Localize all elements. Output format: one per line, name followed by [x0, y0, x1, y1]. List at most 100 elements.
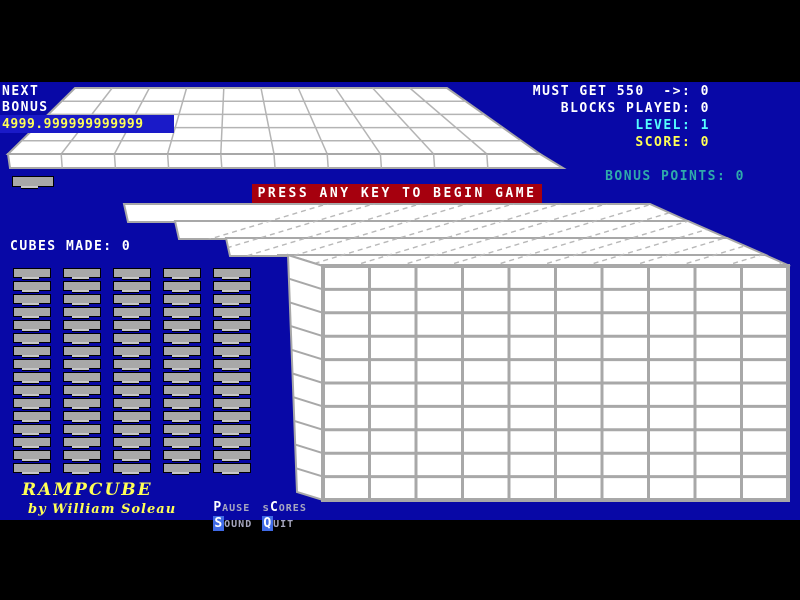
stack-block — [113, 463, 153, 476]
stack-block-tab — [122, 329, 139, 332]
stack-block — [213, 307, 253, 320]
stack-block-tab — [222, 290, 239, 293]
stack-block — [13, 333, 53, 346]
stack-block-tab — [122, 420, 139, 423]
menu-item-quit[interactable]: QUIT — [227, 501, 294, 546]
stack-block — [113, 320, 153, 333]
stack-block — [113, 450, 153, 463]
stack-block — [163, 346, 203, 359]
stack-block — [163, 294, 203, 307]
stack-block-tab — [172, 433, 189, 436]
menu-item-scores[interactable]: sCORES — [227, 485, 307, 530]
stack-block — [113, 268, 153, 281]
stack-block-tab — [172, 290, 189, 293]
bonus-label: BONUS — [2, 100, 49, 115]
stack-block-tab — [172, 420, 189, 423]
stack-block — [213, 372, 253, 385]
stack-block — [63, 281, 103, 294]
stack-block — [13, 268, 53, 281]
stack-block-tab — [222, 342, 239, 345]
stack-block — [113, 424, 153, 437]
stack-block — [113, 372, 153, 385]
stack-block-tab — [222, 368, 239, 371]
game-author: by William Soleau — [28, 502, 177, 517]
bonus-value: 4999.999999999999 — [2, 117, 144, 132]
stack-block-tab — [22, 329, 39, 332]
stack-block-tab — [22, 342, 39, 345]
stack-block — [113, 359, 153, 372]
stack-block — [163, 333, 203, 346]
stack-block-tab — [72, 394, 89, 397]
stack-block — [163, 372, 203, 385]
stack-block — [213, 450, 253, 463]
stack-block-tab — [222, 459, 239, 462]
stack-block-tab — [222, 420, 239, 423]
stack-block-tab — [122, 381, 139, 384]
stack-block-tab — [72, 277, 89, 280]
stack-block — [63, 385, 103, 398]
stack-block — [113, 437, 153, 450]
stack-block — [163, 268, 203, 281]
stack-block — [13, 359, 53, 372]
stack-block — [163, 437, 203, 450]
stack-block — [63, 411, 103, 424]
stack-block-tab — [22, 394, 39, 397]
stack-block — [163, 398, 203, 411]
stack-block — [213, 463, 253, 476]
stack-block-tab — [172, 472, 189, 475]
stack-block — [213, 437, 253, 450]
quit-rest: UIT — [273, 519, 295, 530]
stack-block — [13, 281, 53, 294]
stack-block — [113, 398, 153, 411]
stack-block-tab — [72, 342, 89, 345]
stack-block-tab — [22, 472, 39, 475]
stack-block — [113, 411, 153, 424]
press-any-key-banner: PRESS ANY KEY TO BEGIN GAME — [252, 184, 542, 203]
game-title: RAMPCUBE — [22, 480, 153, 500]
stack-block-tab — [172, 303, 189, 306]
stack-block-tab — [172, 342, 189, 345]
stack-block — [13, 385, 53, 398]
stack-block — [13, 320, 53, 333]
stack-block-tab — [172, 407, 189, 410]
stack-block-tab — [72, 381, 89, 384]
menu-item-sound[interactable]: SOUND — [178, 501, 252, 546]
stack-block-tab — [122, 316, 139, 319]
stack-block-tab — [222, 394, 239, 397]
stack-block-tab — [222, 407, 239, 410]
stack-block-tab — [172, 459, 189, 462]
next-label: NEXT — [2, 84, 40, 99]
menu-item-pause[interactable]: PAUSE — [178, 485, 250, 530]
stack-block — [63, 268, 103, 281]
stack-block — [13, 437, 53, 450]
stack-block-tab — [122, 394, 139, 397]
stack-block — [63, 307, 103, 320]
stack-block-tab — [172, 355, 189, 358]
stack-block-tab — [172, 277, 189, 280]
stack-block — [13, 424, 53, 437]
stat-score: SCORE: 0 — [635, 135, 710, 150]
scores-rest: ORES — [278, 503, 307, 514]
stack-block-tab — [222, 472, 239, 475]
stack-block-tab — [72, 329, 89, 332]
stack-block-tab — [222, 355, 239, 358]
stack-block-tab — [122, 368, 139, 371]
next-piece-preview — [12, 176, 54, 189]
stack-block-tab — [22, 407, 39, 410]
stack-block-tab — [22, 303, 39, 306]
stack-block-tab — [172, 381, 189, 384]
stack-block — [63, 359, 103, 372]
stack-block — [213, 346, 253, 359]
stack-block-tab — [122, 355, 139, 358]
stack-block-tab — [22, 420, 39, 423]
stack-block — [13, 372, 53, 385]
stack-block — [213, 333, 253, 346]
stat-must-get: MUST GET 550 ->: 0 — [532, 84, 710, 99]
stack-block-tab — [22, 446, 39, 449]
stack-block — [213, 411, 253, 424]
stack-block — [113, 294, 153, 307]
stack-block — [113, 281, 153, 294]
stack-block — [63, 450, 103, 463]
stack-block-tab — [22, 459, 39, 462]
